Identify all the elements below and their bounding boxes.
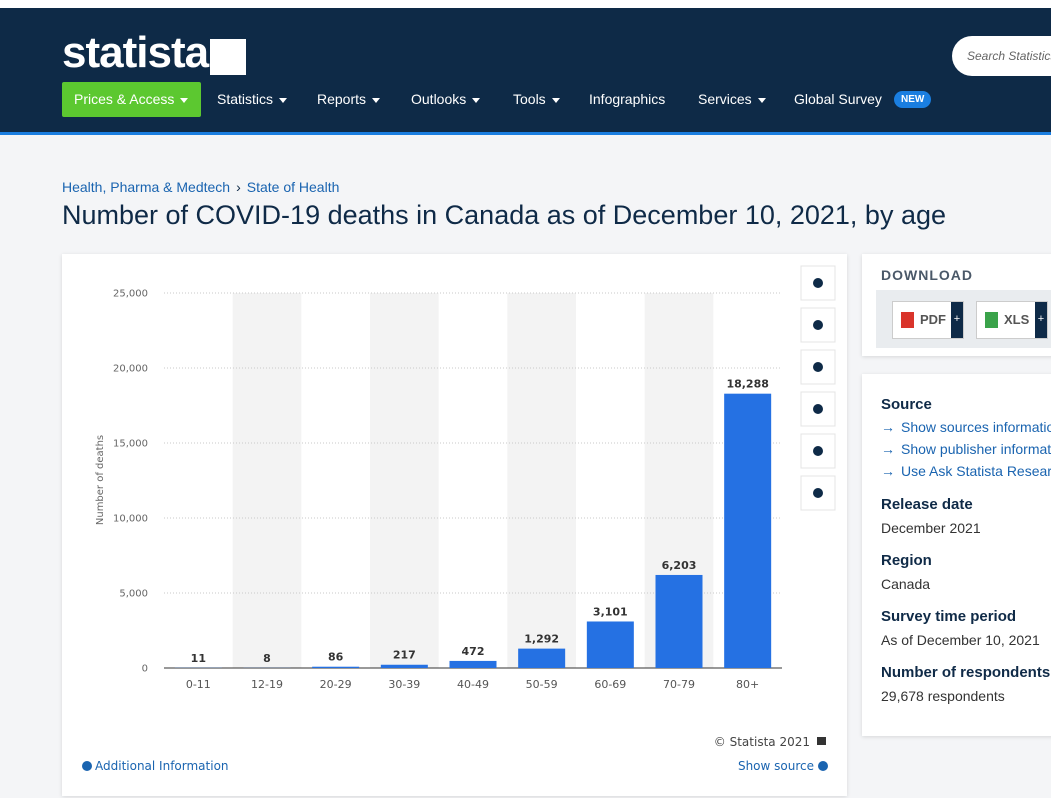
tool-icon xyxy=(813,362,823,372)
bar[interactable] xyxy=(586,621,634,668)
nav-item[interactable]: Services xyxy=(698,91,766,107)
y-tick-label: 10,000 xyxy=(113,514,148,525)
x-tick-label: 70-79 xyxy=(663,678,695,691)
x-tick-label: 30-39 xyxy=(388,678,420,691)
bar[interactable] xyxy=(724,393,772,668)
download-card: DOWNLOAD PDF + XLS + xyxy=(862,254,1051,356)
breadcrumb-link[interactable]: State of Health xyxy=(246,179,340,195)
new-badge: NEW xyxy=(894,91,932,108)
value-label: 3,101 xyxy=(593,605,628,618)
flag-icon xyxy=(817,737,826,745)
value-label: 86 xyxy=(328,651,344,664)
value-label: 472 xyxy=(462,645,485,658)
tool-icon xyxy=(813,488,823,498)
detail-link[interactable]: Show sources information xyxy=(881,419,1051,435)
button-label: XLS xyxy=(1004,312,1030,327)
tool-icon xyxy=(813,446,823,456)
detail-value: As of December 10, 2021 xyxy=(881,632,1040,648)
plus: + xyxy=(1035,302,1047,338)
credit: © Statista 2021 xyxy=(714,735,810,749)
logo-mark[interactable] xyxy=(210,39,246,75)
page-title: Number of COVID-19 deaths in Canada as o… xyxy=(62,200,946,230)
show-source[interactable]: Show source xyxy=(738,759,814,773)
xls-button[interactable]: XLS + xyxy=(976,301,1048,339)
breadcrumb-separator: › xyxy=(236,179,241,195)
value-label: 1,292 xyxy=(524,633,559,646)
detail-label: Region xyxy=(881,552,932,569)
x-tick-label: 20-29 xyxy=(320,678,352,691)
nav-item[interactable]: Outlooks xyxy=(411,91,480,107)
nav-label: Prices & Access xyxy=(74,91,188,107)
y-tick-label: 5,000 xyxy=(119,589,148,600)
bar[interactable] xyxy=(518,648,566,668)
y-tick-label: 0 xyxy=(142,664,148,675)
value-label: 6,203 xyxy=(662,559,697,572)
chart-card xyxy=(62,254,847,796)
detail-link[interactable]: Use Ask Statista Research Service xyxy=(881,463,1051,479)
band-stripe xyxy=(232,293,302,668)
y-tick-label: 15,000 xyxy=(113,439,148,450)
value-label: 11 xyxy=(191,652,206,665)
x-tick-label: 60-69 xyxy=(594,678,626,691)
detail-value: 29,678 respondents xyxy=(881,688,1005,704)
breadcrumb: Health, Pharma & Medtech › State of Health xyxy=(62,179,339,195)
band-stripe xyxy=(370,293,439,668)
detail-link[interactable]: Show publisher information xyxy=(881,441,1051,457)
band-stripe xyxy=(507,293,576,668)
nav-item[interactable]: Reports xyxy=(317,91,380,107)
info-icon xyxy=(82,761,92,771)
x-tick-label: 0-11 xyxy=(186,678,211,691)
bar[interactable] xyxy=(655,574,703,668)
search-placeholder: Search Statistics xyxy=(967,49,1051,63)
info-icon xyxy=(818,761,828,771)
tool-icon xyxy=(813,320,823,330)
value-label: 8 xyxy=(263,652,271,665)
bar[interactable] xyxy=(449,660,497,668)
detail-label: Source xyxy=(881,396,932,413)
top-strip xyxy=(0,0,1051,8)
search-box[interactable]: Search Statistics xyxy=(952,36,1051,76)
x-tick-label: 40-49 xyxy=(457,678,489,691)
x-tick-label: 12-19 xyxy=(251,678,283,691)
value-label: 18,288 xyxy=(726,378,768,391)
download-heading: DOWNLOAD xyxy=(881,267,973,283)
detail-label: Survey time period xyxy=(881,608,1017,625)
logo[interactable]: statista xyxy=(62,28,209,77)
additional-info[interactable]: Additional Information xyxy=(95,759,229,773)
xls-icon xyxy=(985,312,998,328)
breadcrumb-link[interactable]: Health, Pharma & Medtech xyxy=(62,179,231,195)
bar[interactable] xyxy=(312,666,360,668)
tool-icon xyxy=(813,404,823,414)
details-card: Source Show sources information Show pub… xyxy=(862,374,1051,736)
bar[interactable] xyxy=(380,664,428,668)
tool-icon xyxy=(813,278,823,288)
nav-button[interactable]: Prices & Access xyxy=(62,82,201,117)
pdf-icon xyxy=(901,312,914,328)
nav-item[interactable]: Infographics xyxy=(589,91,666,107)
detail-value: December 2021 xyxy=(881,520,981,536)
button-label: PDF xyxy=(920,312,946,327)
detail-label: Release date xyxy=(881,496,973,513)
x-tick-label: 80+ xyxy=(736,678,759,691)
nav-item[interactable]: Statistics xyxy=(217,91,287,107)
detail-value: Canada xyxy=(881,576,931,592)
y-axis-label: Number of deaths xyxy=(95,435,106,525)
nav-item[interactable]: Tools xyxy=(513,91,560,107)
plus: + xyxy=(951,302,963,338)
pdf-button[interactable]: PDF + xyxy=(892,301,964,339)
x-tick-label: 50-59 xyxy=(526,678,558,691)
download-box: PDF + XLS + xyxy=(876,290,1051,348)
value-label: 217 xyxy=(393,649,416,662)
nav-item[interactable]: Global Survey xyxy=(794,91,882,107)
y-tick-label: 25,000 xyxy=(113,289,148,300)
y-tick-label: 20,000 xyxy=(113,364,148,375)
detail-label: Number of respondents xyxy=(881,664,1051,681)
